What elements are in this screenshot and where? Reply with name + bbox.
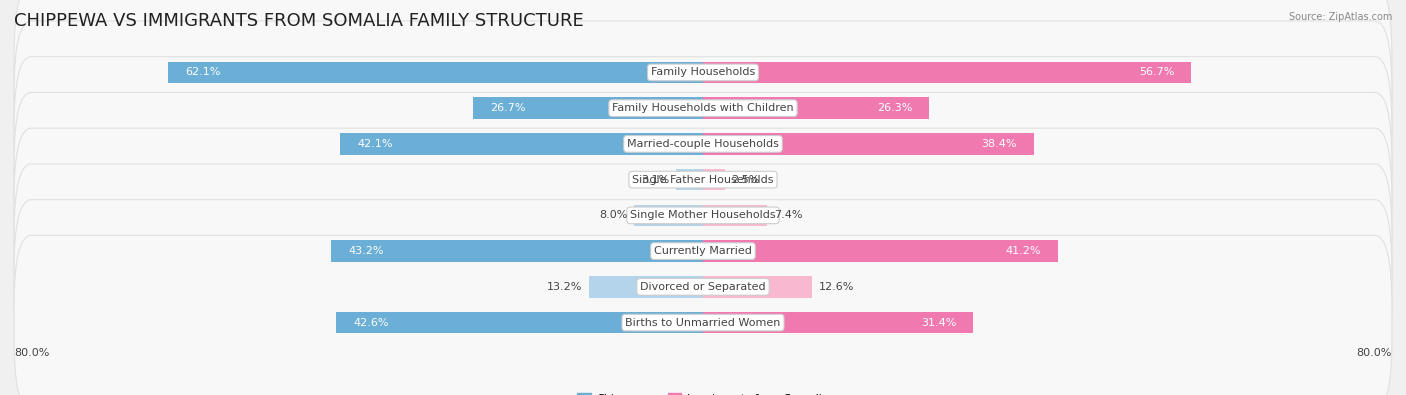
Text: Births to Unmarried Women: Births to Unmarried Women: [626, 318, 780, 327]
Bar: [703, 98, 929, 119]
Text: 41.2%: 41.2%: [1005, 246, 1040, 256]
Bar: [336, 312, 703, 333]
Text: 2.5%: 2.5%: [731, 175, 759, 184]
Text: 38.4%: 38.4%: [981, 139, 1017, 149]
FancyBboxPatch shape: [14, 92, 1392, 267]
Text: Divorced or Separated: Divorced or Separated: [640, 282, 766, 292]
FancyBboxPatch shape: [14, 235, 1392, 395]
Bar: [703, 312, 973, 333]
Text: Single Mother Households: Single Mother Households: [630, 211, 776, 220]
Text: 26.7%: 26.7%: [491, 103, 526, 113]
Bar: [703, 133, 1033, 154]
Legend: Chippewa, Immigrants from Somalia: Chippewa, Immigrants from Somalia: [574, 389, 832, 395]
Text: CHIPPEWA VS IMMIGRANTS FROM SOMALIA FAMILY STRUCTURE: CHIPPEWA VS IMMIGRANTS FROM SOMALIA FAMI…: [14, 12, 583, 30]
Bar: [330, 241, 703, 262]
Bar: [703, 276, 811, 297]
Bar: [703, 205, 766, 226]
Bar: [676, 169, 703, 190]
Bar: [703, 241, 1057, 262]
FancyBboxPatch shape: [14, 21, 1392, 196]
Bar: [340, 133, 703, 154]
Text: Married-couple Households: Married-couple Households: [627, 139, 779, 149]
Text: 26.3%: 26.3%: [877, 103, 912, 113]
Bar: [634, 205, 703, 226]
Text: 80.0%: 80.0%: [14, 348, 49, 358]
Text: 12.6%: 12.6%: [818, 282, 853, 292]
Bar: [589, 276, 703, 297]
FancyBboxPatch shape: [14, 128, 1392, 303]
FancyBboxPatch shape: [14, 0, 1392, 160]
Text: Family Households: Family Households: [651, 68, 755, 77]
Text: Single Father Households: Single Father Households: [633, 175, 773, 184]
Text: 80.0%: 80.0%: [1357, 348, 1392, 358]
Text: 8.0%: 8.0%: [599, 211, 627, 220]
Text: 7.4%: 7.4%: [773, 211, 801, 220]
Text: 13.2%: 13.2%: [547, 282, 582, 292]
Text: 42.1%: 42.1%: [357, 139, 394, 149]
Bar: [169, 62, 703, 83]
Text: Source: ZipAtlas.com: Source: ZipAtlas.com: [1288, 12, 1392, 22]
Bar: [472, 98, 703, 119]
Bar: [703, 62, 1191, 83]
Text: 43.2%: 43.2%: [349, 246, 384, 256]
Text: Currently Married: Currently Married: [654, 246, 752, 256]
Text: 42.6%: 42.6%: [353, 318, 389, 327]
Text: 31.4%: 31.4%: [921, 318, 956, 327]
FancyBboxPatch shape: [14, 199, 1392, 374]
Bar: [703, 169, 724, 190]
Text: 56.7%: 56.7%: [1139, 68, 1174, 77]
Text: 3.1%: 3.1%: [641, 175, 669, 184]
FancyBboxPatch shape: [14, 164, 1392, 338]
Text: 62.1%: 62.1%: [186, 68, 221, 77]
FancyBboxPatch shape: [14, 57, 1392, 231]
Text: Family Households with Children: Family Households with Children: [612, 103, 794, 113]
